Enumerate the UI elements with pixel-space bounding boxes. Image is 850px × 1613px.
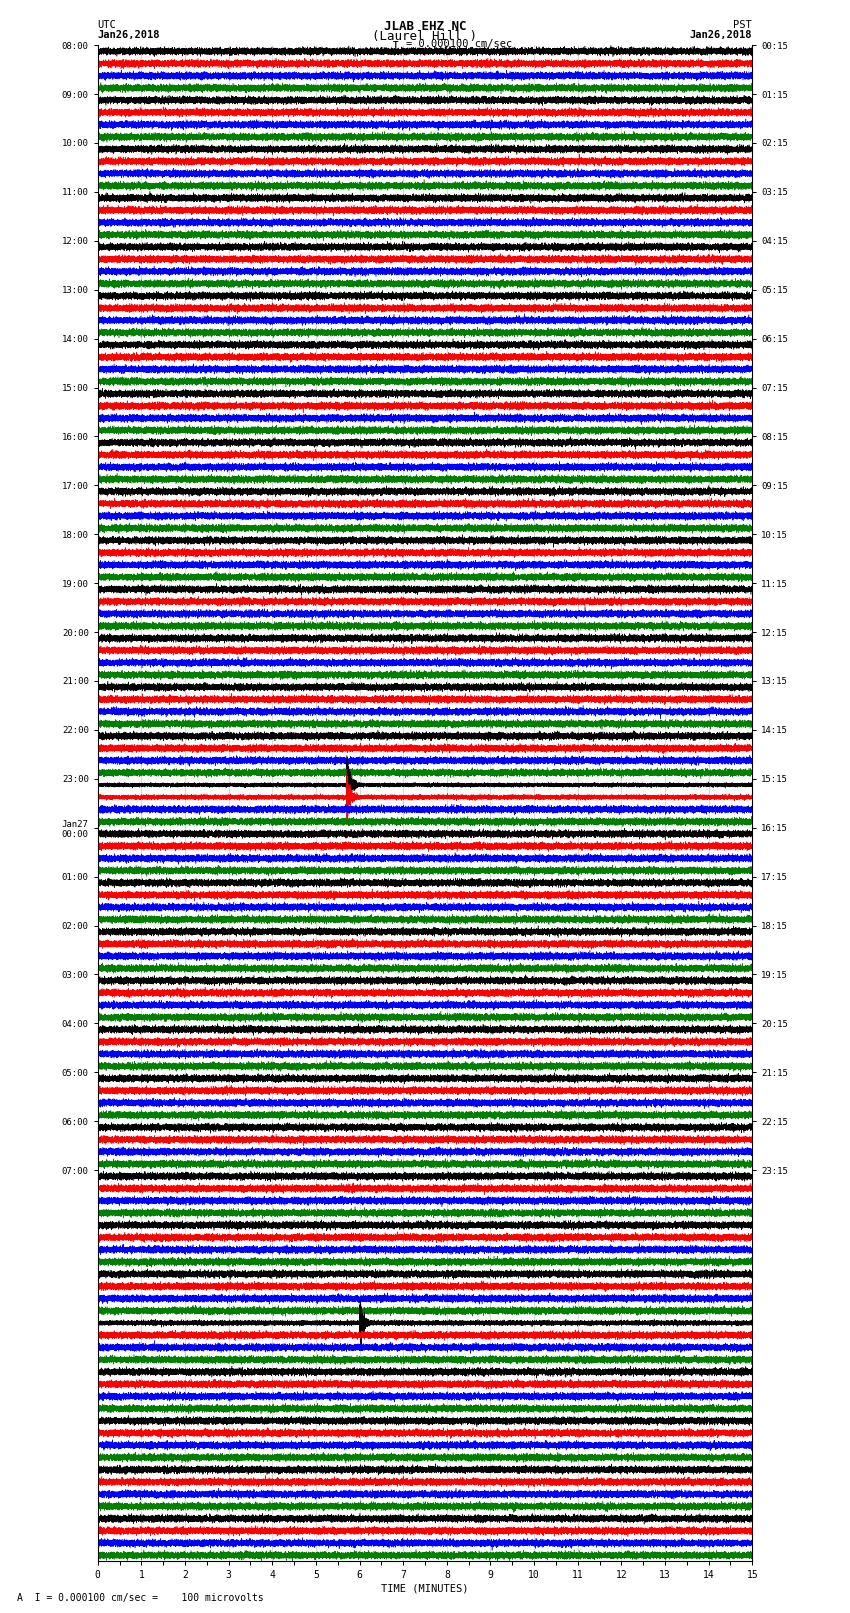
- X-axis label: TIME (MINUTES): TIME (MINUTES): [382, 1584, 468, 1594]
- Text: A  I = 0.000100 cm/sec =    100 microvolts: A I = 0.000100 cm/sec = 100 microvolts: [17, 1594, 264, 1603]
- Text: Jan26,2018: Jan26,2018: [689, 31, 752, 40]
- Text: JLAB EHZ NC: JLAB EHZ NC: [383, 19, 467, 34]
- Text: UTC: UTC: [98, 19, 116, 31]
- Text: (Laurel Hill ): (Laurel Hill ): [372, 31, 478, 44]
- Text: = 0.000100 cm/sec: = 0.000100 cm/sec: [406, 39, 513, 48]
- Text: I: I: [392, 39, 399, 53]
- Text: Jan26,2018: Jan26,2018: [98, 31, 161, 40]
- Text: PST: PST: [734, 19, 752, 31]
